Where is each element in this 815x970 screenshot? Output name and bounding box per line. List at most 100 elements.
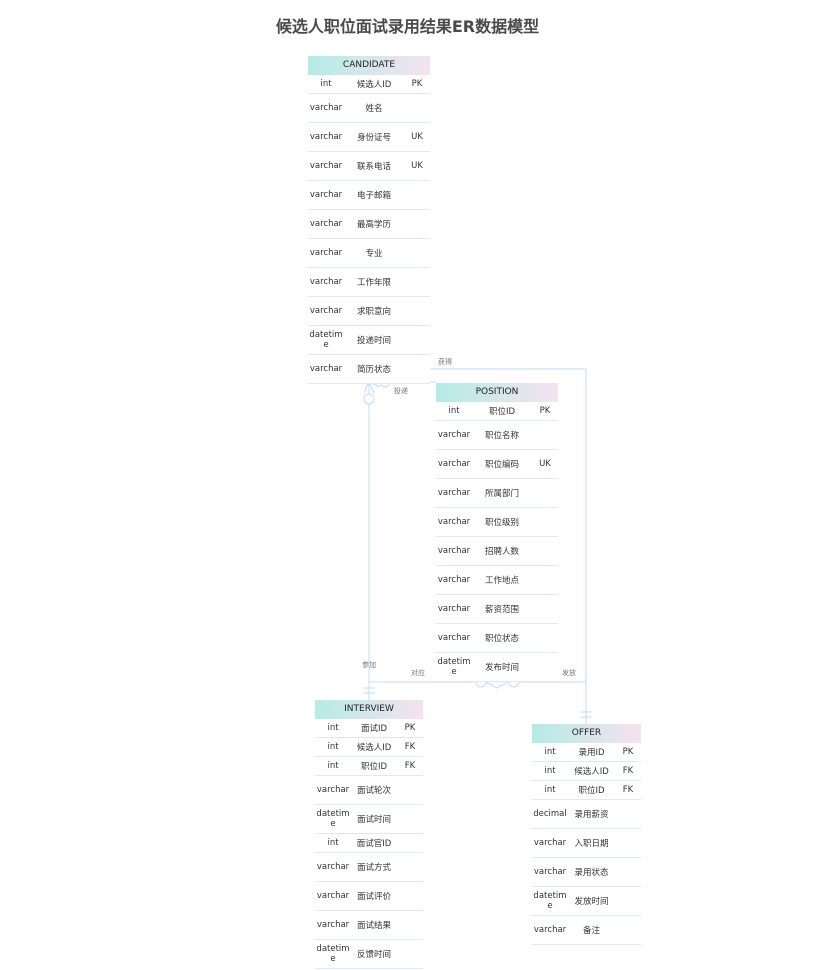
- field-row[interactable]: varchar 招聘人数: [436, 537, 558, 566]
- field-name: 身份证号: [356, 133, 391, 143]
- field-row[interactable]: varchar 电子邮箱: [308, 181, 430, 210]
- field-row[interactable]: varchar 身份证号 UK: [308, 123, 430, 152]
- field-row[interactable]: varchar 职位编码 UK: [436, 450, 558, 479]
- field-name: 最高学历: [356, 220, 391, 230]
- field-row[interactable]: int 候选人ID FK: [532, 762, 641, 781]
- field-name: 联系电话: [356, 162, 391, 172]
- interview-one-mark: [363, 687, 375, 694]
- field-row[interactable]: int 录用ID PK: [532, 743, 641, 762]
- entity-offer[interactable]: OFFER int 录用ID PK int 候选人ID FK int 职位ID FK decimal…: [532, 724, 641, 945]
- field-type: varchar: [309, 277, 343, 287]
- field-type: int: [544, 785, 556, 795]
- field-key: PK: [539, 406, 551, 416]
- field-row[interactable]: varchar 专业: [308, 239, 430, 268]
- field-type: varchar: [437, 430, 471, 440]
- field-type: varchar: [437, 633, 471, 643]
- field-row[interactable]: varchar 求职意向: [308, 297, 430, 326]
- field-row[interactable]: decimal 录用薪资: [532, 800, 641, 829]
- rel-label-issue: 发放: [562, 669, 576, 677]
- entity-header: CANDIDATE: [308, 56, 430, 75]
- field-row[interactable]: varchar 简历状态: [308, 355, 430, 384]
- field-name: 入职日期: [574, 839, 609, 849]
- field-row[interactable]: varchar 面试轮次: [315, 776, 423, 805]
- field-type: varchar: [316, 891, 350, 901]
- entity-header: OFFER: [532, 724, 641, 743]
- field-type: int: [327, 838, 339, 848]
- field-row[interactable]: int 面试ID PK: [315, 719, 423, 738]
- field-type: varchar: [309, 190, 343, 200]
- rel-line-candidate-offer: [370, 368, 587, 724]
- entity-header: INTERVIEW: [315, 700, 423, 719]
- entity-interview[interactable]: INTERVIEW int 面试ID PK int 候选人ID FK int 职位ID FK var…: [315, 700, 423, 969]
- field-row[interactable]: int 职位ID PK: [436, 402, 558, 421]
- field-row[interactable]: datetime 反馈时间: [315, 940, 423, 969]
- field-row[interactable]: int 面试官ID: [315, 834, 423, 853]
- field-name: 发放时间: [574, 897, 609, 907]
- field-type: int: [327, 742, 339, 752]
- field-row[interactable]: int 职位ID FK: [532, 781, 641, 800]
- field-key: PK: [411, 79, 423, 89]
- field-type: int: [327, 761, 339, 771]
- field-row[interactable]: varchar 工作年限: [308, 268, 430, 297]
- field-type: datetime: [533, 891, 567, 911]
- field-type: varchar: [533, 838, 567, 848]
- field-name: 面试方式: [356, 863, 391, 873]
- field-type: varchar: [316, 862, 350, 872]
- field-row[interactable]: int 候选人ID PK: [308, 75, 430, 94]
- field-name: 职位编码: [484, 460, 519, 470]
- field-row[interactable]: datetime 发放时间: [532, 887, 641, 916]
- field-row[interactable]: varchar 工作地点: [436, 566, 558, 595]
- field-type: varchar: [437, 517, 471, 527]
- field-type: varchar: [437, 604, 471, 614]
- field-row[interactable]: int 候选人ID FK: [315, 738, 423, 757]
- field-type: int: [544, 747, 556, 757]
- field-type: int: [320, 79, 332, 89]
- field-key: UK: [539, 459, 551, 469]
- field-row[interactable]: varchar 最高学历: [308, 210, 430, 239]
- field-row[interactable]: datetime 面试时间: [315, 805, 423, 834]
- field-row[interactable]: varchar 联系电话 UK: [308, 152, 430, 181]
- field-row[interactable]: varchar 职位名称: [436, 421, 558, 450]
- field-row[interactable]: varchar 备注: [532, 916, 641, 945]
- field-name: 反馈时间: [356, 950, 391, 960]
- field-row[interactable]: varchar 职位状态: [436, 624, 558, 653]
- field-name: 求职意向: [356, 307, 391, 317]
- field-name: 发布时间: [484, 663, 519, 673]
- field-name: 投递时间: [356, 336, 391, 346]
- field-row[interactable]: varchar 薪资范围: [436, 595, 558, 624]
- field-row[interactable]: varchar 面试结果: [315, 911, 423, 940]
- field-row[interactable]: varchar 职位级别: [436, 508, 558, 537]
- field-row[interactable]: int 职位ID FK: [315, 757, 423, 776]
- entity-candidate[interactable]: CANDIDATE int 候选人ID PK varchar 姓名 varchar 身份证号 U…: [308, 56, 430, 384]
- field-name: 电子邮箱: [356, 191, 391, 201]
- field-row[interactable]: varchar 所属部门: [436, 479, 558, 508]
- field-name: 姓名: [365, 104, 383, 114]
- field-name: 面试轮次: [356, 786, 391, 796]
- field-name: 面试官ID: [356, 839, 392, 849]
- rel-label-apply: 投递: [394, 387, 408, 395]
- field-key: FK: [404, 761, 416, 771]
- field-type: int: [448, 406, 460, 416]
- field-type: varchar: [309, 364, 343, 374]
- field-name: 备注: [582, 926, 600, 936]
- field-type: varchar: [309, 161, 343, 171]
- field-type: varchar: [309, 248, 343, 258]
- field-type: datetime: [309, 330, 343, 350]
- field-type: varchar: [309, 219, 343, 229]
- field-type: varchar: [309, 103, 343, 113]
- field-row[interactable]: varchar 入职日期: [532, 829, 641, 858]
- field-row[interactable]: datetime 发布时间: [436, 653, 558, 682]
- entity-position[interactable]: POSITION int 职位ID PK varchar 职位名称 varchar 职位编码 U…: [436, 383, 558, 682]
- diagram-title: 候选人职位面试录用结果ER数据模型: [275, 17, 540, 36]
- field-row[interactable]: varchar 面试评价: [315, 882, 423, 911]
- field-name: 面试ID: [360, 724, 388, 734]
- field-type: varchar: [309, 306, 343, 316]
- candidate-interview-circle: [363, 393, 375, 405]
- field-row[interactable]: varchar 录用状态: [532, 858, 641, 887]
- field-row[interactable]: varchar 姓名: [308, 94, 430, 123]
- rel-label-correspond: 对应: [411, 669, 425, 677]
- field-name: 录用薪资: [574, 810, 609, 820]
- field-row[interactable]: varchar 面试方式: [315, 853, 423, 882]
- field-type: varchar: [437, 546, 471, 556]
- field-row[interactable]: datetime 投递时间: [308, 326, 430, 355]
